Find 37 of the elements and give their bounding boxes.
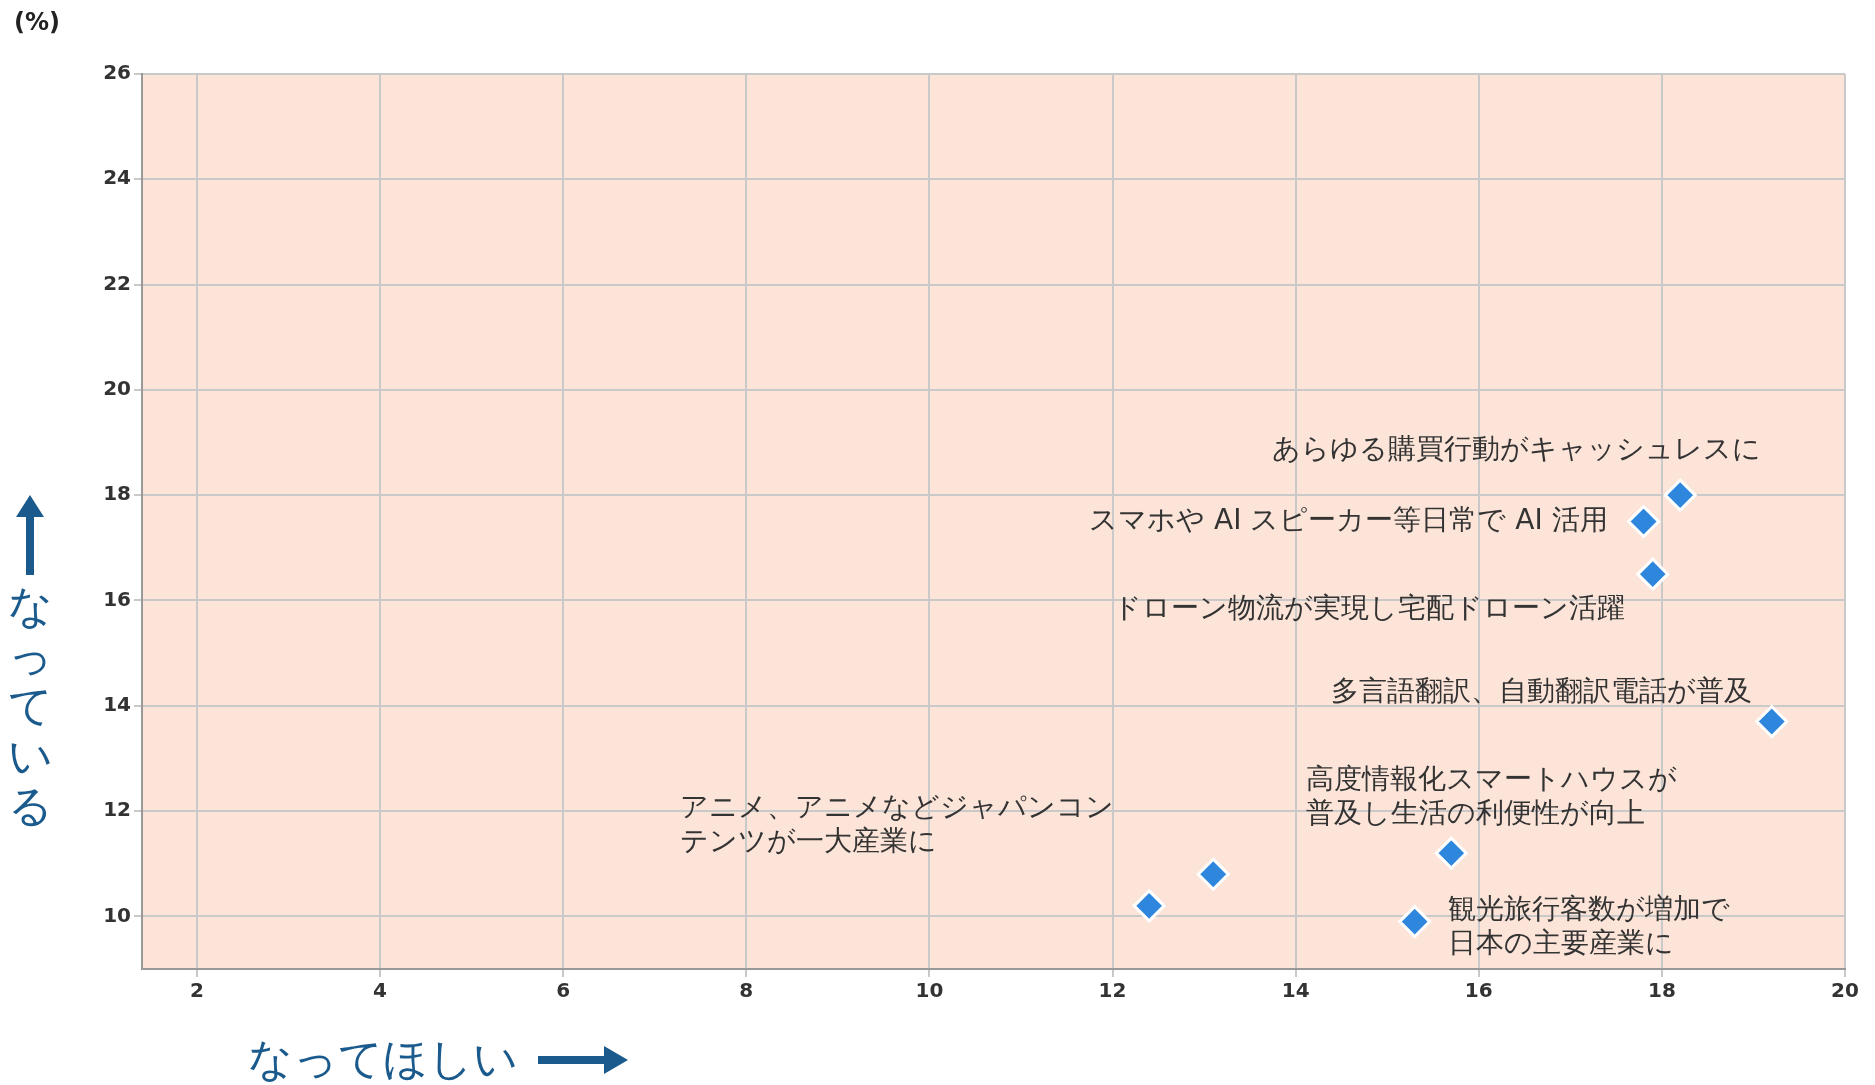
annotation: アニメ、アニメなどジャパンコンテンツが一大産業に bbox=[680, 790, 1115, 858]
annotation: 観光旅行客数が増加で日本の主要産業に bbox=[1447, 891, 1730, 959]
annotation: あらゆる購買行動がキャッシュレスに bbox=[1272, 432, 1762, 466]
y-tick-label: 22 bbox=[103, 270, 131, 295]
y-tick-label: 16 bbox=[103, 586, 131, 611]
annotation: ドローン物流が実現し宅配ドローン活躍 bbox=[1112, 591, 1625, 625]
x-axis-title: なってほしい bbox=[248, 1032, 518, 1085]
point bbox=[1663, 478, 1697, 512]
point bbox=[1755, 705, 1789, 739]
text: (%) bbox=[14, 8, 60, 36]
annotation: 多言語翻訳、自動翻訳電話が普及 bbox=[1330, 673, 1752, 707]
annotation: 高度情報化スマートハウスが普及し生活の利便性が向上 bbox=[1306, 762, 1678, 830]
y-tick-label: 26 bbox=[103, 60, 131, 85]
x-tick-label: 10 bbox=[915, 978, 944, 1003]
annotation: スマホや AI スピーカー等日常で AI 活用 bbox=[1089, 502, 1608, 536]
point bbox=[1627, 505, 1661, 538]
y-tick-label: 12 bbox=[103, 797, 131, 822]
x-tick-label: 20 bbox=[1831, 978, 1859, 1003]
y-tick-label: 10 bbox=[103, 902, 131, 927]
y-tick-label: 14 bbox=[103, 691, 131, 716]
x-tick-label: 12 bbox=[1098, 978, 1127, 1003]
point bbox=[1196, 857, 1230, 891]
point bbox=[1398, 905, 1432, 939]
x-tick-label: 4 bbox=[373, 978, 388, 1003]
y-tick-label: 24 bbox=[103, 165, 131, 190]
x-tick-label: 14 bbox=[1281, 978, 1310, 1003]
x-tick-label: 6 bbox=[556, 978, 571, 1003]
x-tick-label: 16 bbox=[1464, 978, 1493, 1003]
x-tick-label: 2 bbox=[189, 978, 204, 1003]
x-tick-label: 18 bbox=[1647, 978, 1676, 1003]
point bbox=[1434, 836, 1468, 870]
point bbox=[1132, 889, 1166, 923]
y-tick-label: 18 bbox=[103, 481, 131, 506]
x-tick-label: 8 bbox=[739, 978, 754, 1003]
y-tick-label: 20 bbox=[103, 376, 131, 401]
y-axis-title: なっている bbox=[8, 580, 53, 831]
point bbox=[1636, 557, 1670, 591]
